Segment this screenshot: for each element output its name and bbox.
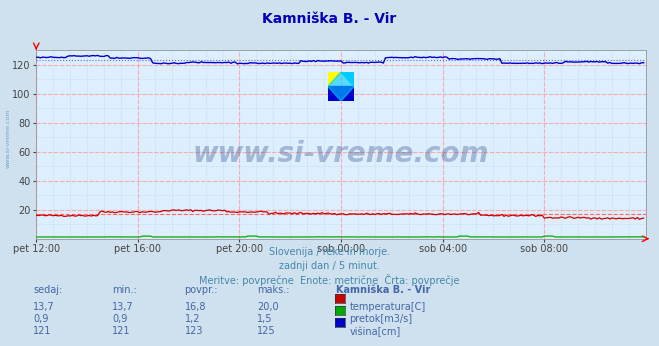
Text: temperatura[C]: temperatura[C] — [349, 302, 426, 312]
Text: 1,2: 1,2 — [185, 314, 200, 324]
Text: 121: 121 — [112, 326, 130, 336]
Polygon shape — [328, 72, 355, 101]
Text: sedaj:: sedaj: — [33, 285, 62, 295]
Text: 1,5: 1,5 — [257, 314, 273, 324]
Text: www.si-vreme.com: www.si-vreme.com — [5, 109, 11, 168]
Text: 0,9: 0,9 — [33, 314, 48, 324]
Text: www.si-vreme.com: www.si-vreme.com — [193, 140, 489, 168]
Text: pretok[m3/s]: pretok[m3/s] — [349, 314, 413, 324]
Polygon shape — [328, 86, 355, 101]
Text: maks.:: maks.: — [257, 285, 289, 295]
Text: Meritve: povprečne  Enote: metrične  Črta: povprečje: Meritve: povprečne Enote: metrične Črta:… — [199, 274, 460, 286]
Text: min.:: min.: — [112, 285, 137, 295]
Text: 13,7: 13,7 — [33, 302, 55, 312]
Text: Kamniška B. - Vir: Kamniška B. - Vir — [262, 12, 397, 26]
Text: zadnji dan / 5 minut.: zadnji dan / 5 minut. — [279, 261, 380, 271]
Text: 16,8: 16,8 — [185, 302, 206, 312]
Text: povpr.:: povpr.: — [185, 285, 218, 295]
Text: Slovenija / reke in morje.: Slovenija / reke in morje. — [269, 247, 390, 257]
Text: Kamniška B. - Vir: Kamniška B. - Vir — [336, 285, 430, 295]
Polygon shape — [341, 72, 355, 86]
Text: višina[cm]: višina[cm] — [349, 326, 401, 337]
Text: 125: 125 — [257, 326, 275, 336]
Polygon shape — [328, 72, 341, 86]
Text: 123: 123 — [185, 326, 203, 336]
Text: 20,0: 20,0 — [257, 302, 279, 312]
Text: 0,9: 0,9 — [112, 314, 127, 324]
Text: 121: 121 — [33, 326, 51, 336]
Text: 13,7: 13,7 — [112, 302, 134, 312]
